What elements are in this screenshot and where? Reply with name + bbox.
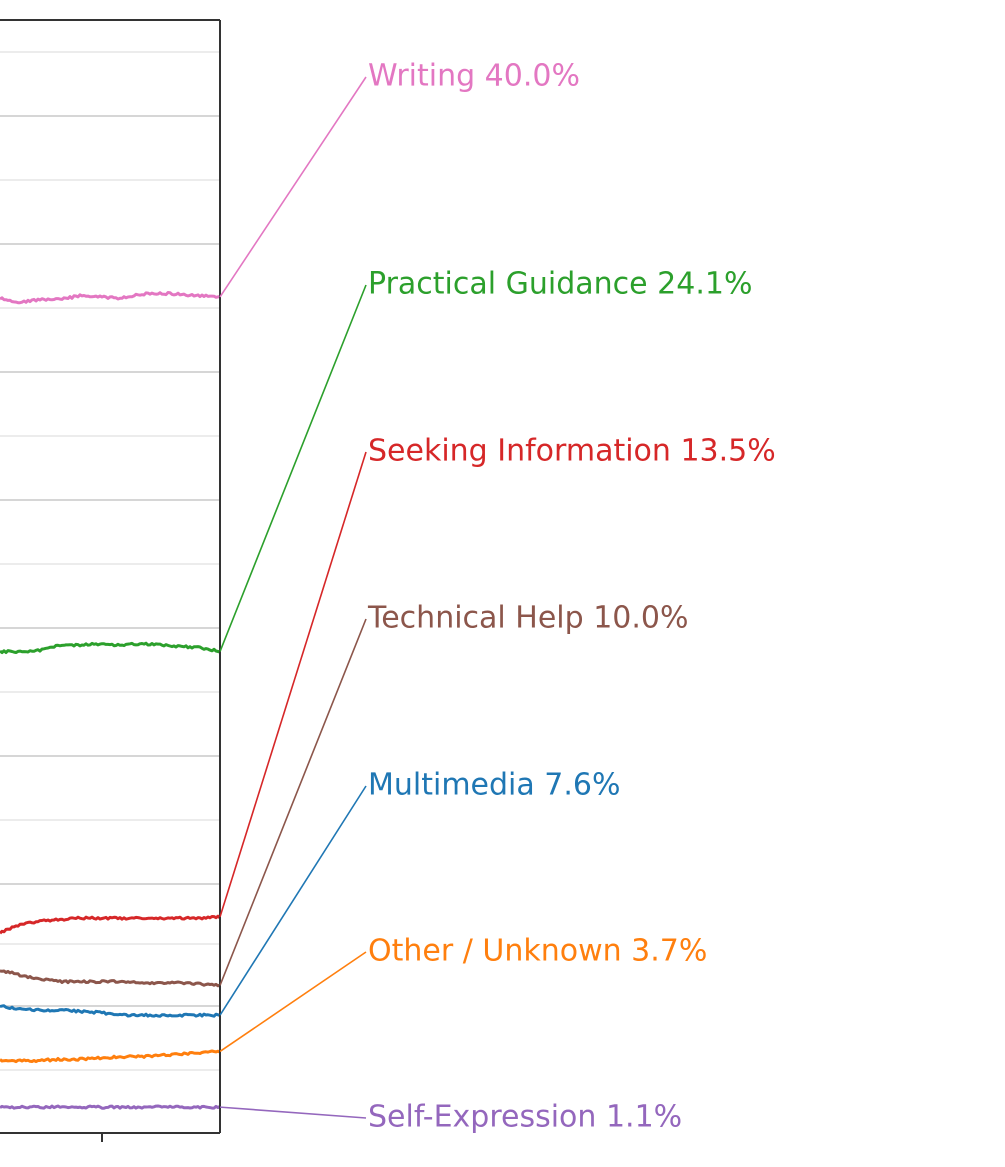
series-label: Technical Help 10.0% xyxy=(367,601,689,636)
series-line-multimedia xyxy=(0,1004,221,1018)
label-connectors xyxy=(219,76,367,1119)
series-line-writing xyxy=(0,291,221,305)
grid-lines xyxy=(0,51,220,1071)
series-label: Writing 40.0% xyxy=(368,59,580,94)
label-connector xyxy=(219,76,367,298)
label-connector xyxy=(219,284,367,652)
label-connector xyxy=(219,1106,367,1119)
series-line-self-expression xyxy=(0,1104,221,1110)
series-line-practical-guidance xyxy=(0,641,221,655)
series-labels: Writing 40.0% Practical Guidance 24.1% See… xyxy=(367,59,776,1135)
label-connector xyxy=(219,451,367,918)
series-label: Seeking Information 13.5% xyxy=(368,434,776,469)
series-line-other-unknown xyxy=(0,1049,221,1064)
axes xyxy=(0,19,221,1142)
label-connector xyxy=(219,618,367,986)
label-connector xyxy=(219,951,367,1053)
series-label: Self-Expression 1.1% xyxy=(368,1100,682,1135)
series-label: Practical Guidance 24.1% xyxy=(368,267,752,302)
series-line-technical-help xyxy=(0,969,221,988)
series-label: Multimedia 7.6% xyxy=(368,768,621,803)
series-line-seeking-information xyxy=(0,914,221,935)
series-lines xyxy=(0,291,221,1110)
label-connector xyxy=(219,785,367,1016)
series-label: Other / Unknown 3.7% xyxy=(368,934,707,969)
